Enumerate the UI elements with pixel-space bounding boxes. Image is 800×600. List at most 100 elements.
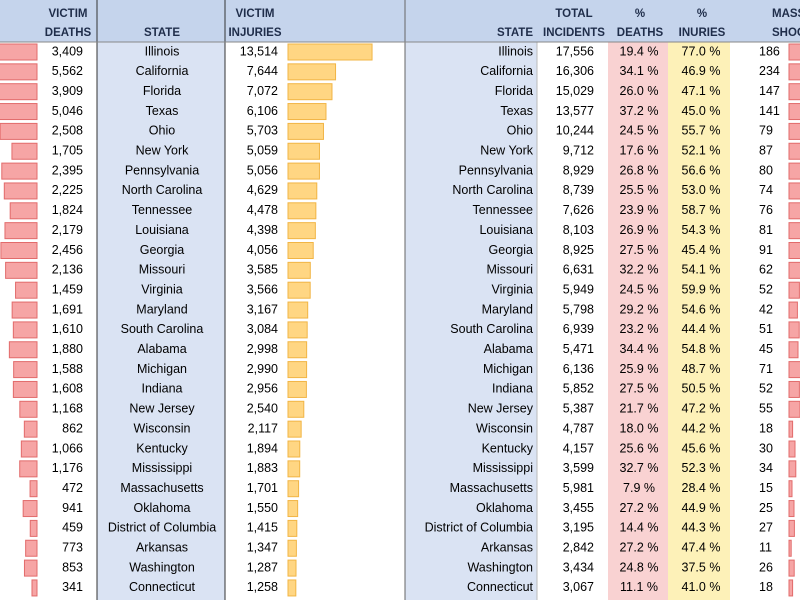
- pct-deaths: 21.7 %: [620, 402, 659, 416]
- state: Indiana: [141, 382, 182, 396]
- deaths: 2,225: [52, 183, 83, 197]
- mass-shootings: 81: [759, 223, 773, 237]
- injuries: 2,990: [247, 362, 278, 376]
- injuries: 7,072: [247, 84, 278, 98]
- incidents: 4,157: [563, 441, 594, 455]
- pct-deaths: 23.9 %: [620, 203, 659, 217]
- mass-bar: [788, 519, 795, 537]
- incidents: 6,631: [563, 263, 594, 277]
- deaths: 2,395: [52, 163, 83, 177]
- mass-shootings: 186: [759, 44, 780, 58]
- state: Georgia: [140, 243, 185, 257]
- header-label: TOTAL: [555, 8, 592, 20]
- injuries: 1,347: [247, 541, 278, 555]
- injuries: 13,514: [240, 44, 278, 58]
- state: Illinois: [498, 44, 533, 58]
- deaths: 459: [62, 521, 83, 535]
- injuries: 3,167: [247, 302, 278, 316]
- state: Louisiana: [479, 223, 533, 237]
- state: Kentucky: [482, 441, 534, 455]
- deaths: 2,136: [52, 263, 83, 277]
- mass-bar: [788, 162, 800, 180]
- deaths: 1,880: [52, 342, 83, 356]
- state: Louisiana: [135, 223, 189, 237]
- mass-shootings: 141: [759, 104, 780, 118]
- mass-bar: [788, 103, 800, 121]
- mass-shootings: 87: [759, 144, 773, 158]
- pct-injuries: 52.1 %: [682, 144, 721, 158]
- death-bar: [29, 480, 38, 498]
- injuries: 1,258: [247, 580, 278, 594]
- state: Massachusetts: [450, 481, 533, 495]
- pct-deaths: 34.1 %: [620, 64, 659, 78]
- header-label: STATE: [497, 27, 533, 39]
- injury-bar: [287, 579, 297, 597]
- state: Florida: [143, 84, 181, 98]
- injury-bar: [287, 321, 308, 339]
- injury-bar: [287, 162, 320, 180]
- injury-bar: [287, 380, 307, 398]
- pct-injuries: 44.3 %: [682, 521, 721, 535]
- pct-deaths: 26.0 %: [620, 84, 659, 98]
- mass-shootings: 18: [759, 580, 773, 594]
- incidents: 3,455: [563, 501, 594, 515]
- incidents: 8,739: [563, 183, 594, 197]
- injury-bar: [287, 222, 316, 240]
- mass-shootings: 51: [759, 322, 773, 336]
- incidents: 4,787: [563, 421, 594, 435]
- state: Mississippi: [132, 461, 192, 475]
- injuries: 1,701: [247, 481, 278, 495]
- mass-shootings: 26: [759, 560, 773, 574]
- incidents: 17,556: [556, 44, 594, 58]
- injury-bar: [287, 142, 320, 160]
- incidents: 9,712: [563, 144, 594, 158]
- mass-bar: [788, 460, 797, 478]
- pct-injuries: 48.7 %: [682, 362, 721, 376]
- mass-bar: [788, 440, 796, 458]
- pct-deaths: 25.6 %: [620, 441, 659, 455]
- incidents: 7,626: [563, 203, 594, 217]
- deaths: 862: [62, 421, 83, 435]
- deaths: 3,409: [52, 44, 83, 58]
- death-bar: [31, 579, 38, 597]
- mass-shootings: 25: [759, 501, 773, 515]
- injuries: 1,894: [247, 441, 278, 455]
- incidents: 5,798: [563, 302, 594, 316]
- mass-bar: [788, 500, 795, 518]
- state-column-bg: [97, 42, 225, 600]
- injury-bar: [287, 281, 311, 299]
- state: Maryland: [136, 302, 187, 316]
- pct-injuries: 44.9 %: [682, 501, 721, 515]
- injury-bar: [287, 460, 301, 478]
- injury-bar: [287, 341, 308, 359]
- mass-bar: [788, 420, 794, 438]
- injuries: 6,106: [247, 104, 278, 118]
- incidents: 3,599: [563, 461, 594, 475]
- deaths: 5,562: [52, 64, 83, 78]
- state: Missouri: [486, 263, 533, 277]
- header-label: DEATHS: [45, 27, 92, 39]
- mass-bar: [788, 400, 800, 418]
- mass-shootings: 42: [759, 302, 773, 316]
- pct-deaths: 27.5 %: [620, 243, 659, 257]
- mass-bar: [788, 242, 800, 259]
- pct-deaths: 37.2 %: [620, 104, 659, 118]
- header-label: VICTIM: [49, 8, 88, 20]
- state: Oklahoma: [476, 501, 533, 515]
- state-column-bg: [405, 42, 537, 600]
- incidents: 8,103: [563, 223, 594, 237]
- injuries: 3,566: [247, 282, 278, 296]
- state: Wisconsin: [134, 421, 191, 435]
- mass-shootings: 80: [759, 163, 773, 177]
- state: Michigan: [483, 362, 533, 376]
- death-bar: [4, 222, 38, 240]
- death-bar: [23, 420, 38, 438]
- death-bar: [3, 182, 38, 200]
- mass-bar: [788, 341, 799, 359]
- header-label: VICTIM: [236, 8, 275, 20]
- state: Mississippi: [473, 461, 533, 475]
- mass-bar: [788, 222, 800, 240]
- pct-deaths: 25.5 %: [620, 183, 659, 197]
- mass-bar: [788, 122, 800, 140]
- death-bar: [12, 321, 38, 339]
